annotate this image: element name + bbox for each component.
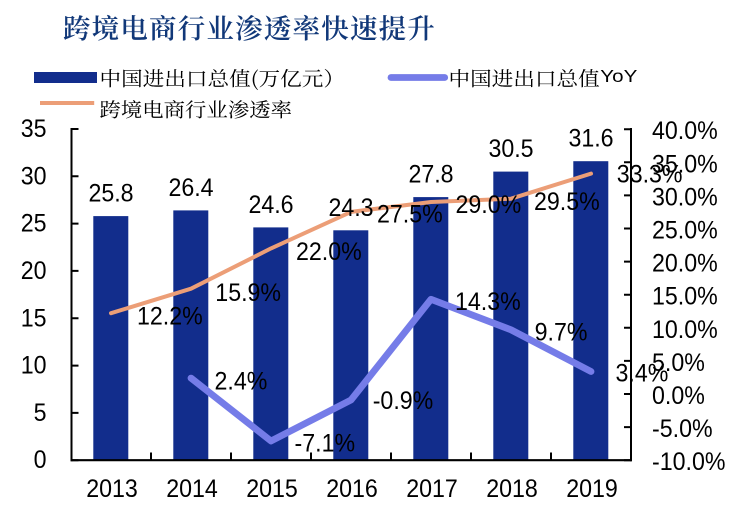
svg-text:-0.9%: -0.9% — [373, 387, 434, 415]
svg-text:25.0%: 25.0% — [652, 217, 718, 245]
svg-text:15.9%: 15.9% — [215, 279, 281, 307]
svg-text:33.3%: 33.3% — [617, 161, 683, 189]
svg-text:2017: 2017 — [406, 475, 458, 503]
svg-text:2014: 2014 — [166, 475, 218, 503]
svg-text:35: 35 — [21, 115, 47, 143]
svg-text:10.0%: 10.0% — [652, 316, 718, 344]
svg-text:10: 10 — [21, 352, 47, 380]
svg-text:YoY: YoY — [600, 67, 637, 86]
svg-text:31.6: 31.6 — [568, 125, 613, 153]
svg-text:20.0%: 20.0% — [652, 250, 718, 278]
svg-text:25: 25 — [21, 210, 47, 238]
svg-text:26.4: 26.4 — [168, 174, 213, 202]
svg-text:30: 30 — [21, 162, 47, 190]
svg-text:15: 15 — [21, 304, 47, 332]
svg-text:5: 5 — [34, 399, 47, 427]
svg-text:2018: 2018 — [486, 475, 538, 503]
svg-text:30.0%: 30.0% — [652, 184, 718, 212]
svg-text:24.3: 24.3 — [328, 194, 373, 222]
svg-text:12.2%: 12.2% — [137, 303, 203, 331]
svg-text:2.4%: 2.4% — [215, 368, 268, 396]
svg-text:40.0%: 40.0% — [652, 117, 718, 145]
svg-text:29.0%: 29.0% — [456, 191, 522, 219]
svg-text:2016: 2016 — [326, 475, 378, 503]
svg-text:27.8: 27.8 — [408, 161, 453, 189]
svg-text:35.0%: 35.0% — [652, 150, 718, 178]
svg-text:22.0%: 22.0% — [296, 238, 362, 266]
svg-text:30.5: 30.5 — [488, 135, 533, 163]
svg-text:0.0%: 0.0% — [652, 382, 705, 410]
svg-text:-7.1%: -7.1% — [295, 430, 356, 458]
svg-text:15.0%: 15.0% — [652, 283, 718, 311]
svg-text:29.5%: 29.5% — [534, 188, 600, 216]
svg-text:27.5%: 27.5% — [377, 201, 443, 229]
svg-text:-10.0%: -10.0% — [652, 448, 725, 476]
svg-text:5.0%: 5.0% — [652, 349, 705, 377]
svg-text:-5.0%: -5.0% — [652, 415, 713, 443]
svg-text:9.7%: 9.7% — [535, 319, 588, 347]
svg-text:3.4%: 3.4% — [616, 360, 669, 388]
svg-text:2019: 2019 — [566, 475, 618, 503]
svg-text:24.6: 24.6 — [248, 191, 293, 219]
svg-text:14.3%: 14.3% — [455, 288, 521, 316]
svg-text:2013: 2013 — [86, 475, 138, 503]
svg-text:0: 0 — [34, 446, 47, 474]
svg-text:20: 20 — [21, 257, 47, 285]
svg-text:2015: 2015 — [246, 475, 298, 503]
svg-text:25.8: 25.8 — [88, 180, 133, 208]
